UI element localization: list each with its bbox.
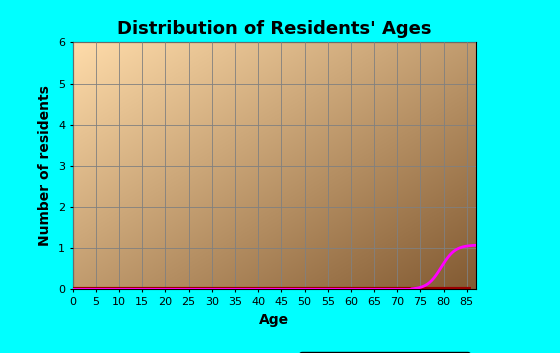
Title: Distribution of Residents' Ages: Distribution of Residents' Ages — [117, 20, 432, 38]
Y-axis label: Number of residents: Number of residents — [39, 85, 53, 246]
Legend: Males, Females: Males, Females — [299, 352, 470, 353]
X-axis label: Age: Age — [259, 313, 290, 327]
